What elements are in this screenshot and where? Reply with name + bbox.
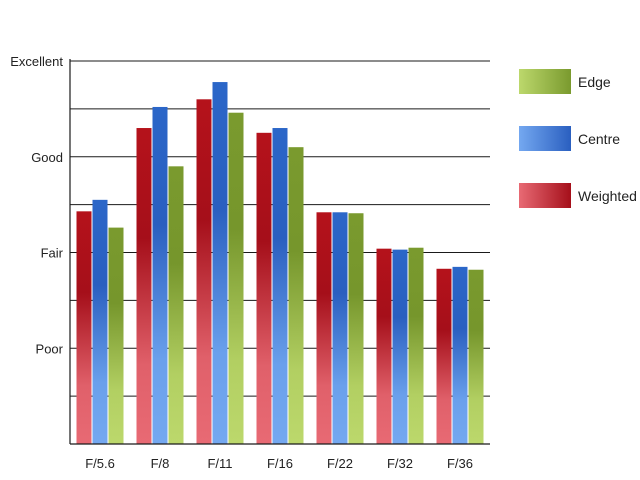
bar-edge — [228, 112, 244, 444]
bar-edge — [108, 227, 124, 444]
x-tick-label: F/5.6 — [85, 456, 115, 471]
legend-swatch-edge — [519, 69, 571, 94]
legend: Edge Centre Weighted — [519, 69, 637, 208]
x-tick-labels: F/5.6 F/8 F/11 F/16 F/22 F/32 F/36 — [85, 456, 473, 471]
y-tick-label: Fair — [41, 246, 64, 261]
bar-weighted — [256, 132, 272, 444]
bar-centre — [332, 212, 348, 444]
bar-weighted — [136, 128, 152, 444]
legend-swatch-centre — [519, 126, 571, 151]
bar-weighted — [436, 268, 452, 444]
bars — [76, 82, 484, 445]
legend-label-centre: Centre — [578, 131, 620, 147]
x-tick-label: F/8 — [151, 456, 170, 471]
bar-centre — [392, 249, 408, 444]
bar-centre — [452, 266, 468, 444]
legend-label-weighted: Weighted — [578, 188, 637, 204]
x-tick-label: F/16 — [267, 456, 293, 471]
bar-edge — [288, 147, 304, 445]
legend-label-edge: Edge — [578, 74, 611, 90]
bar-centre — [92, 199, 108, 444]
bar-weighted — [316, 212, 332, 444]
y-tick-label: Good — [31, 150, 63, 165]
bar-edge — [468, 269, 484, 444]
bar-weighted — [76, 211, 92, 444]
bar-weighted — [196, 99, 212, 445]
legend-swatch-weighted — [519, 183, 571, 208]
x-tick-label: F/36 — [447, 456, 473, 471]
x-tick-label: F/11 — [207, 456, 232, 471]
y-tick-labels: Poor Fair Good Excellent — [10, 54, 63, 356]
y-tick-label: Poor — [36, 341, 64, 356]
bar-edge — [348, 213, 364, 444]
bar-centre — [212, 82, 228, 444]
bar-centre — [152, 106, 168, 445]
bar-weighted — [376, 248, 392, 444]
bar-edge — [408, 247, 424, 444]
x-tick-label: F/32 — [387, 456, 413, 471]
x-tick-label: F/22 — [327, 456, 353, 471]
bar-centre — [272, 128, 288, 444]
y-tick-label: Excellent — [10, 54, 63, 69]
bar-edge — [168, 166, 184, 444]
axes — [69, 59, 490, 445]
